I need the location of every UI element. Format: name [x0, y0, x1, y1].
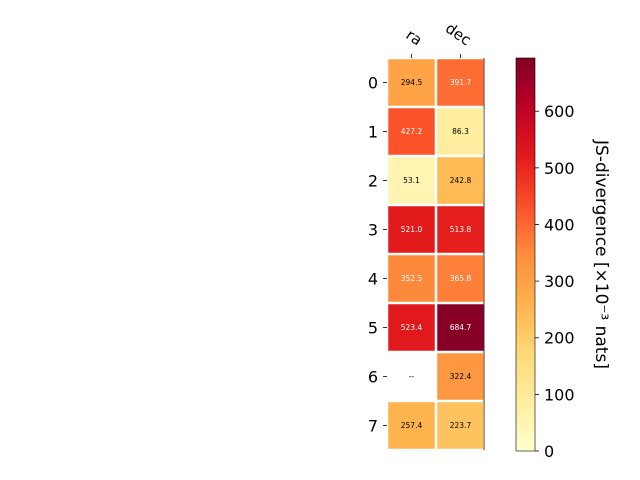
heatmap-cell-label: 223.7 — [450, 421, 472, 430]
heatmap-cell-label: 513.8 — [450, 225, 472, 234]
y-tick-label: 3 — [368, 221, 378, 240]
colorbar-tick-label: 300 — [544, 272, 575, 291]
heatmap-cell-label: 352.5 — [401, 274, 423, 283]
colorbar-tick-label: 500 — [544, 159, 575, 178]
colorbar-tick-label: 100 — [544, 385, 575, 404]
y-tick-label: 1 — [368, 123, 378, 142]
y-tick-label: 5 — [368, 319, 378, 338]
heatmap-cell-label: 53.1 — [403, 176, 420, 185]
heatmap-cell-label: 523.4 — [401, 323, 423, 332]
heatmap-cell — [437, 157, 484, 204]
y-tick-label: 0 — [368, 74, 378, 93]
heatmap-cell-label: 322.4 — [450, 372, 472, 381]
heatmap-cell — [388, 402, 435, 449]
colorbar-label: JS-divergence [×10⁻³ nats] — [591, 139, 611, 369]
colorbar-tick-label: 600 — [544, 102, 575, 121]
y-tick-label: 6 — [368, 368, 378, 387]
colorbar: 0 100 200 300 400 500 600 JS-divergence [×10⁻³ … — [515, 57, 611, 461]
heatmap-cell — [388, 59, 435, 106]
heatmap-cell — [437, 353, 484, 400]
heatmap-cell-label: 684.7 — [450, 323, 472, 332]
heatmap-cell — [437, 206, 484, 253]
colorbar-tick-label: 200 — [544, 329, 575, 348]
colorbar-tick-label: 0 — [544, 442, 554, 461]
heatmap-cell — [437, 255, 484, 302]
heatmap-cell-label: 391.7 — [450, 78, 472, 87]
heatmap-cell — [388, 157, 435, 204]
heatmap-cell — [437, 304, 484, 351]
heatmap-cell-label: 365.8 — [450, 274, 472, 283]
heatmap-cell-label: -- — [409, 372, 415, 381]
heatmap-cell-label: 427.2 — [401, 127, 423, 136]
y-tick-label: 4 — [368, 270, 378, 289]
heatmap-cell — [388, 255, 435, 302]
heatmap-cell — [437, 108, 484, 155]
heatmap-cell-label: 86.3 — [452, 127, 469, 136]
heatmap-cell-label: 257.4 — [401, 421, 423, 430]
colorbar-tick-label: 400 — [544, 215, 575, 234]
heatmap-cell — [437, 59, 484, 106]
y-tick-label: 7 — [368, 417, 378, 436]
x-tick-label: dec — [442, 19, 474, 49]
heatmap-cell — [388, 304, 435, 351]
x-tick-label: ra — [403, 26, 426, 50]
heatmap-cell-label: 294.5 — [401, 78, 423, 87]
heatmap-cell-label: 521.0 — [401, 225, 423, 234]
heatmap-cell — [388, 206, 435, 253]
colorbar-gradient — [515, 57, 536, 452]
heatmap-cell — [437, 402, 484, 449]
y-tick-label: 2 — [368, 172, 378, 191]
heatmap-cell-label: 242.8 — [450, 176, 472, 185]
heatmap-cell — [388, 108, 435, 155]
